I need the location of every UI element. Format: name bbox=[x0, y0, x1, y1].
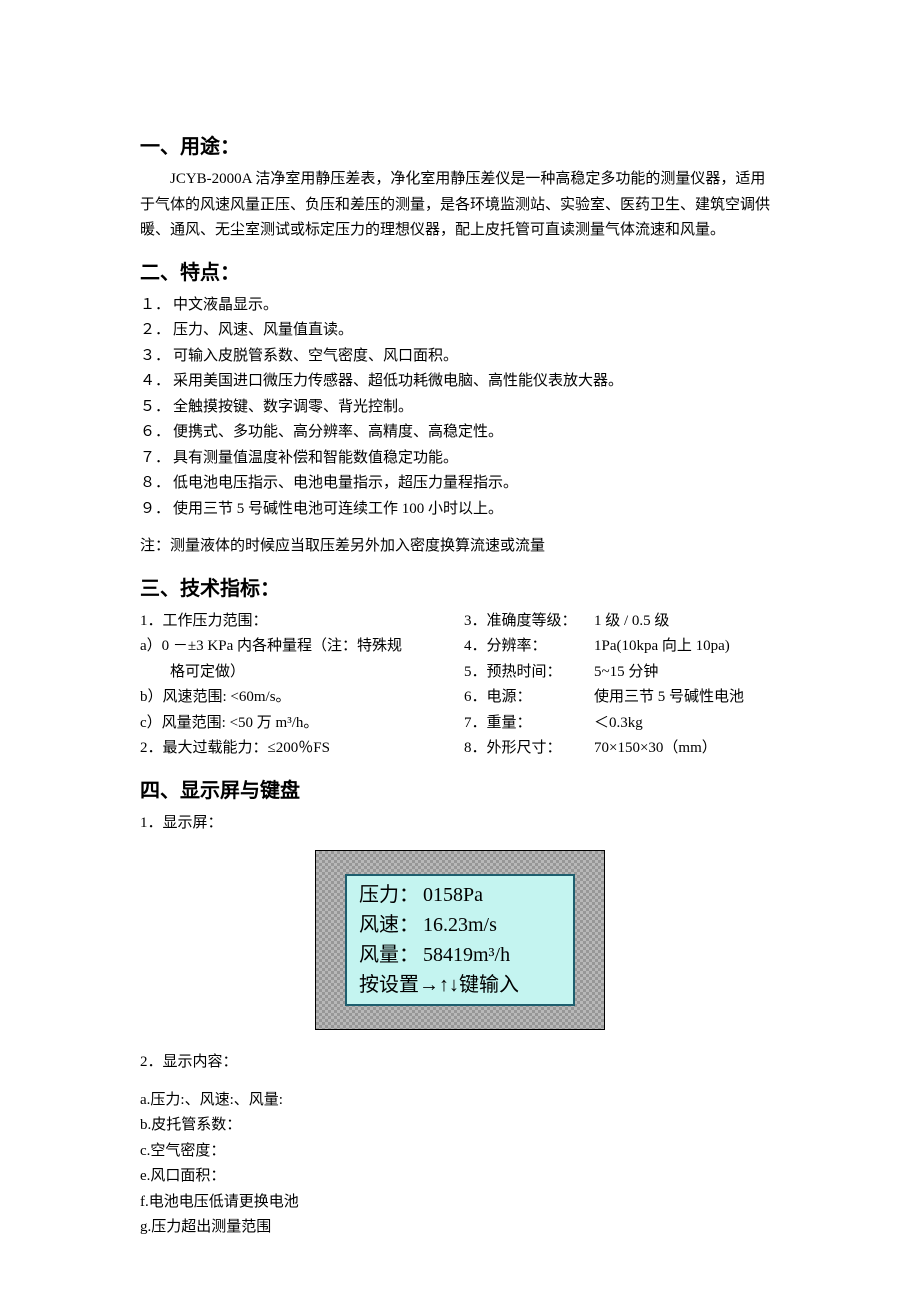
list-item: ６．便携式、多功能、高分辨率、高精度、高稳定性。 bbox=[140, 420, 780, 446]
section-heading-display: 四、显示屏与键盘 bbox=[140, 774, 780, 803]
display-item-1: 1．显示屏： bbox=[140, 811, 780, 837]
spec-row: 3．准确度等级：1 级 / 0.5 级 bbox=[464, 609, 780, 635]
section-heading-features: 二、特点： bbox=[140, 256, 780, 285]
specs-left-column: 1．工作压力范围： a）0 －±3 KPa 内各种量程（注：特殊规 格可定做） … bbox=[140, 609, 440, 762]
list-marker: ２． bbox=[140, 318, 173, 344]
usage-paragraph: JCYB-2000A 洁净室用静压差表，净化室用静压差仪是一种高稳定多功能的测量… bbox=[140, 167, 780, 244]
spec-row: 7．重量：＜0.3kg bbox=[464, 711, 780, 737]
list-item: ２．压力、风速、风量值直读。 bbox=[140, 318, 780, 344]
lcd-label: 压力： bbox=[359, 880, 423, 910]
list-marker: ７． bbox=[140, 446, 173, 472]
spec-label: 8．外形尺寸： bbox=[464, 736, 594, 762]
spec-label: 4．分辨率： bbox=[464, 634, 594, 660]
list-item: ４．采用美国进口微压力传感器、超低功耗微电脑、高性能仪表放大器。 bbox=[140, 369, 780, 395]
spec-label: 3．准确度等级： bbox=[464, 609, 594, 635]
list-item: ７．具有测量值温度补偿和智能数值稳定功能。 bbox=[140, 446, 780, 472]
list-text: 具有测量值温度补偿和智能数值稳定功能。 bbox=[173, 450, 458, 466]
lcd-line-airflow: 风量： 58419m³/h bbox=[359, 940, 561, 970]
spec-label: 6．电源： bbox=[464, 685, 594, 711]
lcd-diagram: 压力： 0158Pa 风速： 16.23m/s 风量： 58419m³/h 按设… bbox=[140, 850, 780, 1030]
lcd-hint-text: 按设置→↑↓键输入 bbox=[359, 970, 519, 1000]
spec-value: 1Pa(10kpa 向上 10pa) bbox=[594, 634, 780, 660]
section-heading-usage: 一、用途： bbox=[140, 130, 780, 159]
features-note: 注：测量液体的时候应当取压差另外加入密度换算流速或流量 bbox=[140, 534, 780, 560]
spec-left-line: c）风量范围: <50 万 m³/h。 bbox=[140, 711, 440, 737]
spec-value: ＜0.3kg bbox=[594, 711, 780, 737]
list-item: c.空气密度： bbox=[140, 1139, 780, 1165]
display-item-2: 2．显示内容： bbox=[140, 1050, 780, 1076]
spec-row: 8．外形尺寸：70×150×30（mm） bbox=[464, 736, 780, 762]
lcd-label: 风速： bbox=[359, 910, 423, 940]
list-text: 低电池电压指示、电池电量指示，超压力量程指示。 bbox=[173, 475, 518, 491]
lcd-line-pressure: 压力： 0158Pa bbox=[359, 880, 561, 910]
list-item: f.电池电压低请更换电池 bbox=[140, 1190, 780, 1216]
list-text: 中文液晶显示。 bbox=[173, 297, 278, 313]
spec-left-line: a）0 －±3 KPa 内各种量程（注：特殊规 bbox=[140, 634, 440, 660]
list-item: a.压力:、风速:、风量: bbox=[140, 1088, 780, 1114]
lcd-value: 58419m³/h bbox=[423, 940, 510, 970]
lcd-screen: 压力： 0158Pa 风速： 16.23m/s 风量： 58419m³/h 按设… bbox=[345, 874, 575, 1006]
spec-left-line: 1．工作压力范围： bbox=[140, 609, 440, 635]
list-item: ３．可输入皮脱管系数、空气密度、风口面积。 bbox=[140, 344, 780, 370]
lcd-outer-frame: 压力： 0158Pa 风速： 16.23m/s 风量： 58419m³/h 按设… bbox=[315, 850, 605, 1030]
spec-value: 1 级 / 0.5 级 bbox=[594, 609, 780, 635]
list-marker: ６． bbox=[140, 420, 173, 446]
spec-label: 5．预热时间： bbox=[464, 660, 594, 686]
section-heading-specs: 三、技术指标： bbox=[140, 572, 780, 601]
list-text: 采用美国进口微压力传感器、超低功耗微电脑、高性能仪表放大器。 bbox=[173, 373, 623, 389]
spec-value: 使用三节 5 号碱性电池 bbox=[594, 685, 780, 711]
list-text: 便携式、多功能、高分辨率、高精度、高稳定性。 bbox=[173, 424, 503, 440]
list-marker: ３． bbox=[140, 344, 173, 370]
spec-value: 5~15 分钟 bbox=[594, 660, 780, 686]
specs-right-column: 3．准确度等级：1 级 / 0.5 级 4．分辨率：1Pa(10kpa 向上 1… bbox=[464, 609, 780, 762]
list-text: 压力、风速、风量值直读。 bbox=[173, 322, 353, 338]
list-item: ５．全触摸按键、数字调零、背光控制。 bbox=[140, 395, 780, 421]
spec-value: 70×150×30（mm） bbox=[594, 736, 780, 762]
lcd-value: 16.23m/s bbox=[423, 910, 497, 940]
spec-row: 6．电源：使用三节 5 号碱性电池 bbox=[464, 685, 780, 711]
list-item: b.皮托管系数： bbox=[140, 1113, 780, 1139]
list-item: ８．低电池电压指示、电池电量指示，超压力量程指示。 bbox=[140, 471, 780, 497]
spec-row: 5．预热时间：5~15 分钟 bbox=[464, 660, 780, 686]
list-item: e.风口面积： bbox=[140, 1164, 780, 1190]
spec-row: 4．分辨率：1Pa(10kpa 向上 10pa) bbox=[464, 634, 780, 660]
lcd-hint: 按设置→↑↓键输入 bbox=[359, 970, 561, 1000]
list-marker: ９． bbox=[140, 497, 173, 523]
specs-columns: 1．工作压力范围： a）0 －±3 KPa 内各种量程（注：特殊规 格可定做） … bbox=[140, 609, 780, 762]
list-marker: ４． bbox=[140, 369, 173, 395]
lcd-value: 0158Pa bbox=[423, 880, 483, 910]
spec-left-line: 格可定做） bbox=[140, 660, 440, 686]
spec-left-line: 2．最大过载能力：≤200％FS bbox=[140, 736, 440, 762]
lcd-label: 风量： bbox=[359, 940, 423, 970]
list-item: ９．使用三节 5 号碱性电池可连续工作 100 小时以上。 bbox=[140, 497, 780, 523]
list-text: 使用三节 5 号碱性电池可连续工作 100 小时以上。 bbox=[173, 501, 503, 517]
lcd-line-windspeed: 风速： 16.23m/s bbox=[359, 910, 561, 940]
spec-label: 7．重量： bbox=[464, 711, 594, 737]
list-text: 全触摸按键、数字调零、背光控制。 bbox=[173, 399, 413, 415]
list-item: g.压力超出测量范围 bbox=[140, 1215, 780, 1241]
display-contents-list: a.压力:、风速:、风量: b.皮托管系数： c.空气密度： e.风口面积： f… bbox=[140, 1088, 780, 1241]
spec-left-line: b）风速范围: <60m/s。 bbox=[140, 685, 440, 711]
features-list: １．中文液晶显示。 ２．压力、风速、风量值直读。 ３．可输入皮脱管系数、空气密度… bbox=[140, 293, 780, 523]
list-text: 可输入皮脱管系数、空气密度、风口面积。 bbox=[173, 348, 458, 364]
list-marker: １． bbox=[140, 293, 173, 319]
list-marker: ５． bbox=[140, 395, 173, 421]
list-marker: ８． bbox=[140, 471, 173, 497]
list-item: １．中文液晶显示。 bbox=[140, 293, 780, 319]
